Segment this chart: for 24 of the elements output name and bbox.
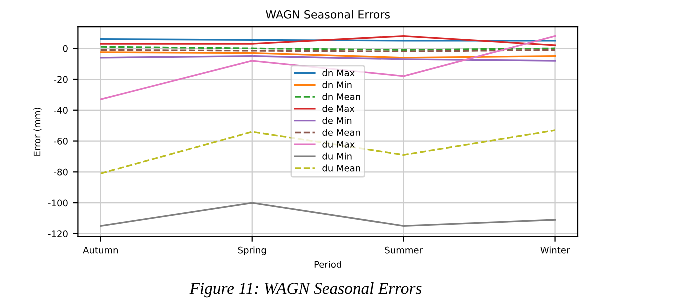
y-tick-label: -40 (54, 107, 68, 114)
legend-label: de Mean (322, 129, 360, 136)
caption: Figure 11: WAGN Seasonal Errors (190, 282, 422, 298)
legend-label: dn Max (322, 70, 355, 77)
y-tick-label: -60 (54, 138, 68, 145)
legend-label: du Min (322, 152, 352, 160)
legend-label: de Max (322, 105, 355, 112)
x-tick-label: Summer (385, 246, 423, 254)
x-tick-label: Spring (238, 246, 266, 256)
y-tick-label: -20 (54, 76, 68, 84)
x-axis-title: Period (314, 261, 342, 268)
chart-title: WAGN Seasonal Errors (266, 10, 390, 19)
x-tick-label: Autumn (83, 247, 118, 254)
y-tick-label: 0 (63, 45, 68, 52)
y-tick-label: -100 (48, 200, 68, 207)
y-axis-title: Error (mm) (34, 108, 42, 156)
legend-label: dn Min (322, 81, 352, 88)
x-tick-label: Winter (540, 246, 570, 254)
legend-label: du Max (322, 140, 355, 148)
legend-label: du Mean (322, 164, 360, 172)
y-tick-label: -120 (48, 230, 68, 238)
y-tick-label: -80 (54, 168, 68, 176)
legend-label: de Min (322, 117, 352, 124)
legend-label: dn Mean (322, 93, 360, 100)
